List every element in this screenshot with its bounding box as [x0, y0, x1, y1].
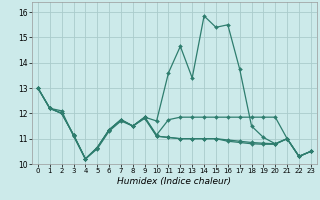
X-axis label: Humidex (Indice chaleur): Humidex (Indice chaleur) [117, 177, 231, 186]
